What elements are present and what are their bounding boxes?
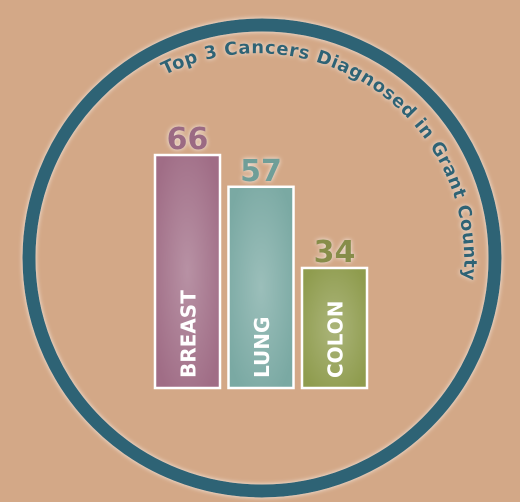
ring — [22, 18, 502, 498]
value-label: 34 — [314, 235, 356, 270]
plot: 66 BREAST 57 LUNG 34 COLON — [153, 122, 369, 390]
category-label: LUNG — [250, 317, 274, 378]
category-label: BREAST — [177, 290, 201, 378]
value-label: 57 — [240, 154, 282, 189]
value-label: 66 — [167, 122, 209, 157]
category-label: COLON — [324, 301, 348, 378]
